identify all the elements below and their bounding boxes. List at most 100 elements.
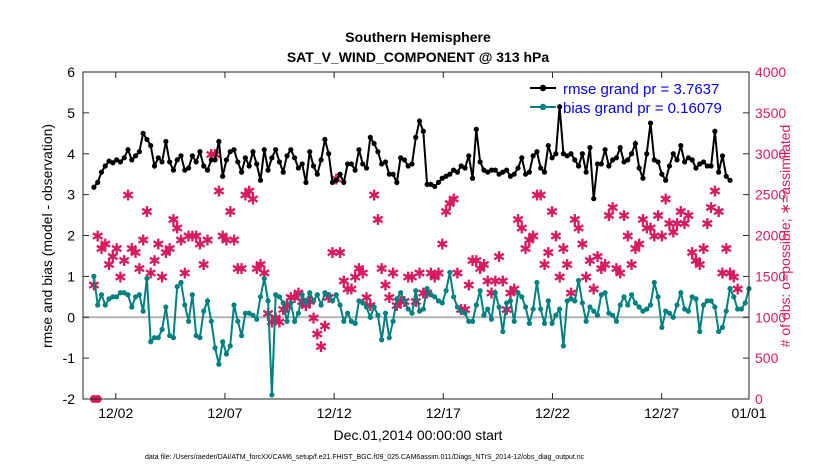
bias-point: [413, 288, 419, 294]
obs-assimilated-point: ✱: [534, 187, 547, 205]
rmse-point: [163, 138, 169, 145]
bias-point: [114, 294, 120, 300]
rmse-point: [640, 175, 646, 181]
bias-point: [238, 333, 245, 339]
rmse-point: [579, 151, 585, 157]
bias-point: [98, 292, 105, 298]
obs-assimilated-point: ✱: [444, 195, 457, 213]
rmse-point: [386, 171, 392, 177]
obs-assimilated-point: ✱: [315, 338, 328, 356]
obs-assimilated-point: ✱: [194, 236, 207, 254]
rmse-point: [553, 151, 559, 157]
bias-point: [163, 304, 169, 310]
bias-point: [398, 290, 404, 296]
rmse-point: [129, 157, 135, 163]
obs-assimilated-point: ✱: [652, 207, 665, 225]
rmse-point: [727, 177, 733, 183]
bias-point: [742, 300, 748, 306]
bias-point: [613, 318, 620, 324]
bias-point: [360, 300, 366, 306]
plot-area: [83, 72, 749, 399]
obs-assimilated-point: ✱: [220, 232, 233, 250]
bias-point: [125, 292, 131, 298]
obs-assimilated-point: ✱: [179, 264, 192, 282]
obs-assimilated-point: ✱: [470, 252, 483, 270]
obs-assimilated-point: ✱: [705, 199, 718, 217]
bias-point: [216, 361, 222, 367]
rmse-point: [159, 159, 165, 165]
bias-point: [257, 294, 264, 300]
obs-assimilated-point: ✱: [466, 252, 479, 270]
rmse-point: [647, 120, 654, 126]
rmse-point: [193, 159, 199, 165]
rmse-point: [348, 161, 354, 167]
obs-assimilated-point: ✱: [614, 264, 627, 282]
obs-assimilated-point: ✱: [95, 240, 108, 258]
rmse-point: [136, 149, 142, 155]
rmse-point: [125, 147, 131, 153]
obs-assimilated-point: ✱: [572, 219, 585, 237]
rmse-point: [326, 151, 332, 157]
bias-point: [670, 314, 676, 320]
bias-point: [310, 298, 317, 304]
rmse-point: [250, 149, 256, 155]
obs-assimilated-point: ✱: [247, 191, 260, 209]
rmse-point: [273, 147, 279, 153]
obs-assimilated-point: ✱: [402, 268, 415, 286]
obs-assimilated-point: ✱: [224, 203, 237, 221]
obs-assimilated-point: ✱: [391, 297, 404, 315]
rmse-point: [220, 173, 226, 179]
obs-assimilated-point: ✱: [720, 240, 733, 258]
obs-assimilated-point: ✱: [656, 228, 669, 246]
rmse-point: [530, 153, 536, 159]
obs-assimilated-point: ✱: [447, 191, 460, 209]
rmse-point: [617, 145, 623, 151]
rmse-point: [666, 163, 673, 169]
obs-assimilated-point: ✱: [156, 268, 169, 286]
bias-point: [685, 308, 691, 314]
y2-tick-label: 1500: [755, 268, 786, 284]
rmse-point: [541, 169, 548, 175]
rmse-point: [91, 184, 97, 190]
bias-point: [95, 302, 101, 308]
y2-axis-label: # of obs: o=possible; ∗=assimilated: [777, 125, 793, 348]
rmse-point: [473, 126, 479, 132]
y-tick-label: 2: [67, 228, 75, 244]
y2-tick-label: 500: [755, 350, 779, 366]
rmse-point: [144, 136, 150, 143]
obs-assimilated-point: ✱: [107, 248, 120, 266]
bias-point: [341, 318, 347, 324]
obs-assimilated-point: ✱: [663, 215, 676, 233]
bias-point: [526, 320, 532, 326]
bias-point: [511, 318, 517, 324]
rmse-point: [223, 157, 230, 163]
bias-point: [265, 298, 271, 304]
rmse-point: [204, 167, 211, 173]
obs-assimilated-point: ✱: [258, 264, 271, 282]
obs-assimilated-point: ✱: [561, 256, 574, 274]
bias-point: [405, 306, 411, 312]
rmse-point: [295, 165, 301, 171]
bias-point: [723, 308, 729, 314]
x-axis-label: Dec.01,2014 00:00:00 start: [334, 427, 503, 443]
bias-point: [314, 292, 320, 298]
obs-assimilated-point: ✱: [122, 187, 135, 205]
rmse-point: [140, 130, 146, 136]
x-tick-label: 12/12: [317, 405, 352, 421]
bias-point: [318, 302, 324, 308]
obs-assimilated-point: ✱: [644, 219, 657, 237]
bias-point: [208, 318, 214, 324]
y-tick-label: 5: [67, 105, 75, 121]
bias-point: [587, 304, 593, 310]
rmse-point: [526, 169, 532, 175]
rmse-point: [466, 153, 472, 159]
bias-point: [507, 298, 514, 304]
bias-point: [386, 335, 392, 341]
bias-point: [538, 306, 544, 312]
rmse-point: [276, 159, 283, 165]
obs-assimilated-point: ✱: [709, 183, 722, 201]
obs-assimilated-point: ✱: [489, 272, 502, 290]
bias-point: [307, 290, 313, 296]
obs-assimilated-point: ✱: [671, 215, 684, 233]
obs-assimilated-point: ✱: [515, 219, 528, 237]
